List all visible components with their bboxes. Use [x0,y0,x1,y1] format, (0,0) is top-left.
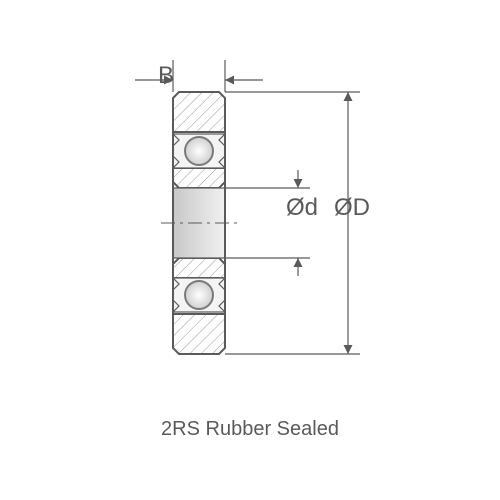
label-D: ØD [334,194,370,222]
bearing-diagram: 2RS Rubber Sealed B Ød ØD [0,0,500,500]
label-d: Ød [286,194,318,222]
label-B: B [158,62,174,90]
diagram-caption: 2RS Rubber Sealed [0,418,500,441]
dimension-lines [135,60,360,354]
bearing-section [161,92,237,354]
